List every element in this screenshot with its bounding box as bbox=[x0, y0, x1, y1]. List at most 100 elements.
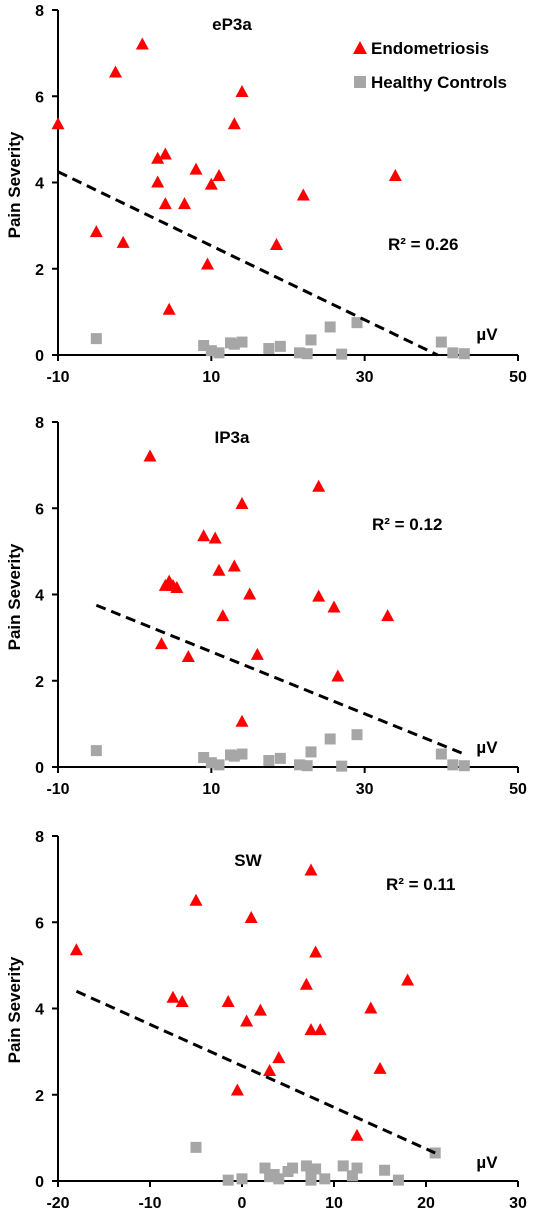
data-point-endometriosis bbox=[155, 637, 168, 650]
x-tick-label: 30 bbox=[356, 781, 374, 798]
data-point-healthy-control bbox=[236, 748, 248, 760]
x-tick-label: -10 bbox=[138, 1195, 161, 1212]
data-point-healthy-control bbox=[287, 1162, 299, 1174]
data-point-endometriosis bbox=[270, 238, 283, 251]
x-tick-label: 0 bbox=[238, 1195, 247, 1212]
data-point-endometriosis bbox=[253, 1003, 267, 1016]
x-tick-label: -10 bbox=[46, 369, 69, 386]
data-point-healthy-control bbox=[435, 336, 447, 348]
y-tick-label: 8 bbox=[35, 829, 44, 846]
data-point-endometriosis bbox=[388, 169, 402, 182]
data-point-endometriosis bbox=[263, 1064, 277, 1077]
data-point-healthy-control bbox=[263, 343, 275, 355]
data-point-healthy-control bbox=[228, 338, 240, 350]
data-point-endometriosis bbox=[304, 863, 318, 876]
data-point-endometriosis bbox=[304, 1023, 318, 1036]
r-squared-label: R² = 0.12 bbox=[372, 515, 442, 534]
y-tick-label: 0 bbox=[35, 1174, 44, 1191]
data-point-healthy-control bbox=[336, 348, 348, 360]
data-point-healthy-control bbox=[458, 760, 470, 772]
data-point-healthy-control bbox=[319, 1173, 331, 1185]
y-axis-label: Pain Severity bbox=[5, 543, 24, 650]
data-point-healthy-control bbox=[305, 1169, 317, 1181]
y-tick-label: 2 bbox=[35, 262, 44, 279]
unit-label: µV bbox=[476, 738, 498, 757]
data-point-healthy-control bbox=[190, 1141, 202, 1153]
data-point-healthy-control bbox=[379, 1164, 391, 1176]
data-point-endometriosis bbox=[162, 302, 176, 315]
unit-label: µV bbox=[476, 1153, 498, 1172]
data-point-endometriosis bbox=[313, 1023, 327, 1036]
data-point-healthy-control bbox=[205, 345, 217, 357]
data-point-healthy-control bbox=[337, 1160, 349, 1172]
data-point-endometriosis bbox=[204, 177, 218, 190]
data-point-healthy-control bbox=[236, 336, 248, 348]
data-point-endometriosis bbox=[243, 587, 257, 600]
y-tick-label: 0 bbox=[35, 760, 44, 777]
x-tick-label: -10 bbox=[46, 781, 69, 798]
data-point-endometriosis bbox=[230, 1083, 244, 1096]
x-tick-label: -20 bbox=[46, 1195, 69, 1212]
data-point-endometriosis bbox=[327, 600, 341, 613]
data-point-healthy-control bbox=[458, 348, 470, 360]
x-tick-label: 10 bbox=[202, 781, 220, 798]
chart-title: SW bbox=[234, 851, 262, 870]
y-tick-label: 8 bbox=[35, 415, 44, 432]
data-point-healthy-control bbox=[435, 748, 447, 760]
y-tick-label: 6 bbox=[35, 501, 44, 518]
data-point-endometriosis bbox=[143, 449, 157, 462]
data-point-healthy-control bbox=[324, 321, 336, 333]
x-tick-label: 10 bbox=[202, 369, 220, 386]
legend: Endometriosis Healthy Controls bbox=[353, 39, 507, 92]
y-tick-label: 2 bbox=[35, 674, 44, 691]
x-tick-label: 30 bbox=[509, 1195, 527, 1212]
data-point-healthy-control bbox=[301, 760, 313, 772]
y-tick-label: 4 bbox=[35, 176, 44, 193]
data-point-endometriosis bbox=[227, 117, 241, 130]
data-point-endometriosis bbox=[175, 995, 189, 1008]
data-point-endometriosis bbox=[235, 714, 249, 727]
data-point-endometriosis bbox=[221, 995, 235, 1008]
y-tick-label: 4 bbox=[35, 588, 44, 605]
data-point-endometriosis bbox=[312, 479, 326, 492]
data-point-endometriosis bbox=[170, 581, 184, 594]
data-point-endometriosis bbox=[189, 893, 203, 906]
trendline bbox=[57, 170, 439, 357]
unit-label: µV bbox=[476, 325, 498, 344]
data-point-endometriosis bbox=[166, 990, 180, 1003]
data-point-endometriosis bbox=[151, 175, 165, 188]
x-tick-label: 20 bbox=[417, 1195, 435, 1212]
data-point-healthy-control bbox=[274, 752, 286, 764]
data-point-endometriosis bbox=[109, 65, 122, 78]
y-tick-label: 8 bbox=[35, 3, 44, 20]
data-point-healthy-control bbox=[213, 347, 225, 359]
data-point-endometriosis bbox=[201, 257, 214, 270]
data-point-endometriosis bbox=[240, 1014, 254, 1027]
x-tick-label: 50 bbox=[509, 369, 527, 386]
data-point-endometriosis bbox=[373, 1061, 387, 1074]
data-point-healthy-control bbox=[222, 1174, 234, 1186]
r-squared-label: R² = 0.11 bbox=[386, 875, 455, 894]
data-point-endometriosis bbox=[227, 559, 241, 572]
y-tick-label: 4 bbox=[35, 1002, 44, 1019]
data-point-endometriosis bbox=[216, 609, 230, 622]
data-point-healthy-control bbox=[259, 1162, 271, 1174]
x-tick-label: 50 bbox=[509, 781, 527, 798]
data-point-endometriosis bbox=[331, 669, 345, 682]
data-point-healthy-control bbox=[213, 759, 225, 771]
data-point-healthy-control bbox=[263, 755, 275, 767]
data-point-healthy-control bbox=[198, 752, 210, 764]
data-point-healthy-control bbox=[346, 1170, 358, 1182]
data-point-healthy-control bbox=[305, 746, 317, 758]
data-point-healthy-control bbox=[300, 1160, 312, 1172]
data-point-endometriosis bbox=[158, 147, 172, 160]
data-point-endometriosis bbox=[309, 945, 323, 958]
data-point-endometriosis bbox=[178, 197, 191, 210]
data-point-healthy-control bbox=[392, 1174, 404, 1186]
data-point-healthy-control bbox=[228, 750, 240, 762]
data-point-endometriosis bbox=[381, 609, 395, 622]
y-tick-label: 0 bbox=[35, 348, 44, 365]
data-point-healthy-control bbox=[236, 1173, 248, 1185]
data-point-endometriosis bbox=[272, 1051, 286, 1064]
